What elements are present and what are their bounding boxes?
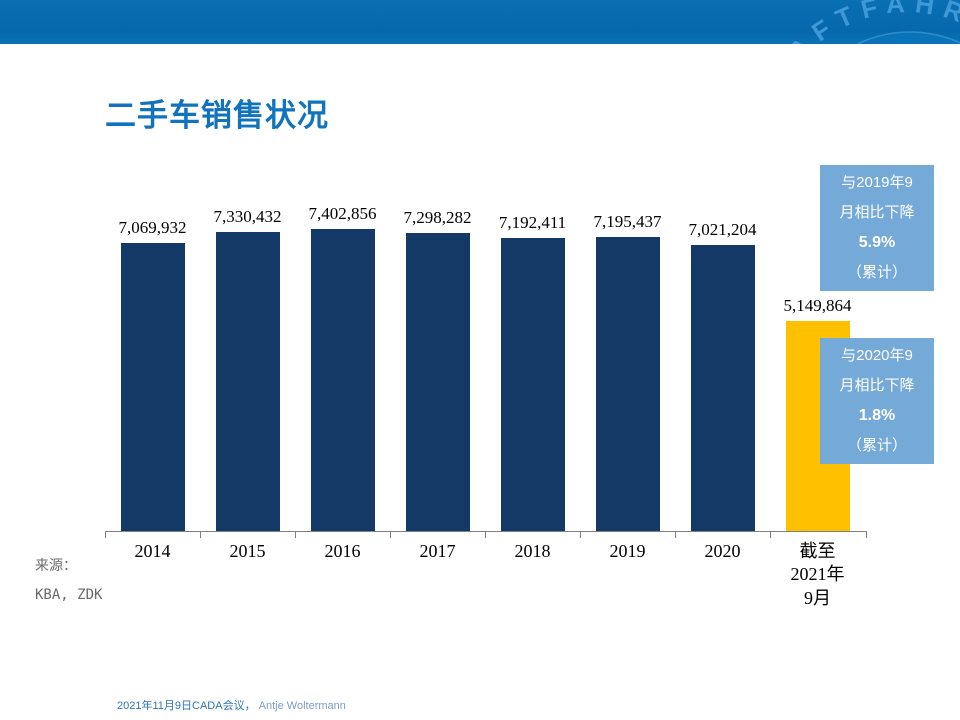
category-label-2018: 2018 (514, 541, 551, 561)
callout-line: 月相比下降 (839, 377, 915, 394)
callout-line: （累计） (846, 437, 907, 454)
axis-tick (105, 532, 106, 538)
seal-inner-circle (855, 31, 960, 44)
bar-2019 (595, 237, 660, 531)
axis-tick (390, 532, 391, 538)
bar-group-2020: 7,021,204 (675, 185, 770, 531)
callout-percentage: 5.9% (858, 234, 896, 251)
x-axis-line (105, 531, 867, 532)
footer-date-event: 2021年11月9日CADA会议， (117, 700, 256, 712)
source-label: 来源： (35, 558, 77, 574)
bar-chart: 7,069,932 7,330,432 7,402,856 7,298,282 … (105, 185, 867, 531)
bar-value-label: 7,021,204 (688, 220, 757, 239)
bar-2016 (310, 229, 375, 531)
bar-group-2017: 7,298,282 (390, 185, 485, 531)
category-label-2019: 2019 (609, 541, 646, 561)
bar-2020 (690, 245, 755, 531)
callout-line: 月相比下降 (839, 204, 915, 221)
callout-line: （累计） (846, 264, 907, 281)
axis-tick (580, 532, 581, 538)
source-value: KBA, ZDK (35, 587, 103, 603)
category-label-2014: 2014 (134, 541, 171, 561)
callout-vs-2020: 与2020年9 月相比下降 1.8% （累计） (820, 338, 934, 464)
axis-tick (295, 532, 296, 538)
callout-line: 与2019年9 (841, 174, 913, 191)
header-bar: AFTFAHR (0, 0, 960, 44)
axis-tick (200, 532, 201, 538)
bar-2014 (120, 243, 185, 531)
kba-seal-logo: AFTFAHR (783, 0, 960, 44)
category-label-2016: 2016 (324, 541, 361, 561)
category-label-2020: 2020 (704, 541, 741, 561)
axis-tick (770, 532, 771, 538)
callout-line: 与2020年9 (841, 347, 913, 364)
bar-group-2019: 7,195,437 (580, 185, 675, 531)
bar-value-label: 7,069,932 (118, 218, 187, 237)
bar-value-label: 7,192,411 (498, 213, 567, 232)
category-label-2015: 2015 (229, 541, 266, 561)
callout-vs-2019: 与2019年9 月相比下降 5.9% （累计） (820, 165, 934, 291)
bar-value-label: 5,149,864 (783, 296, 852, 315)
footer-author: Antje Woltermann (258, 700, 346, 712)
axis-tick (485, 532, 486, 538)
callout-percentage: 1.8% (858, 407, 896, 424)
axis-tick (675, 532, 676, 538)
category-label-2017: 2017 (419, 541, 456, 561)
bar-value-label: 7,402,856 (308, 204, 377, 223)
axis-tick (866, 532, 867, 538)
bar-value-label: 7,195,437 (593, 212, 662, 231)
bar-value-label: 7,330,432 (213, 207, 282, 226)
bar-group-2014: 7,069,932 (105, 185, 200, 531)
bar-group-2016: 7,402,856 (295, 185, 390, 531)
footer: 2021年11月9日CADA会议， Antje Woltermann (117, 697, 346, 713)
source-note: 来源： KBA, ZDK (35, 555, 102, 615)
bar-2015 (215, 232, 280, 531)
bar-value-label: 7,298,282 (403, 208, 472, 227)
bar-group-2015: 7,330,432 (200, 185, 295, 531)
bar-2017 (405, 233, 470, 531)
bar-group-2018: 7,192,411 (485, 185, 580, 531)
bar-2018 (500, 238, 565, 531)
category-label-2021ytd: 截至 2021年 9月 (790, 541, 845, 608)
page-title: 二手车销售状况 (105, 98, 329, 133)
